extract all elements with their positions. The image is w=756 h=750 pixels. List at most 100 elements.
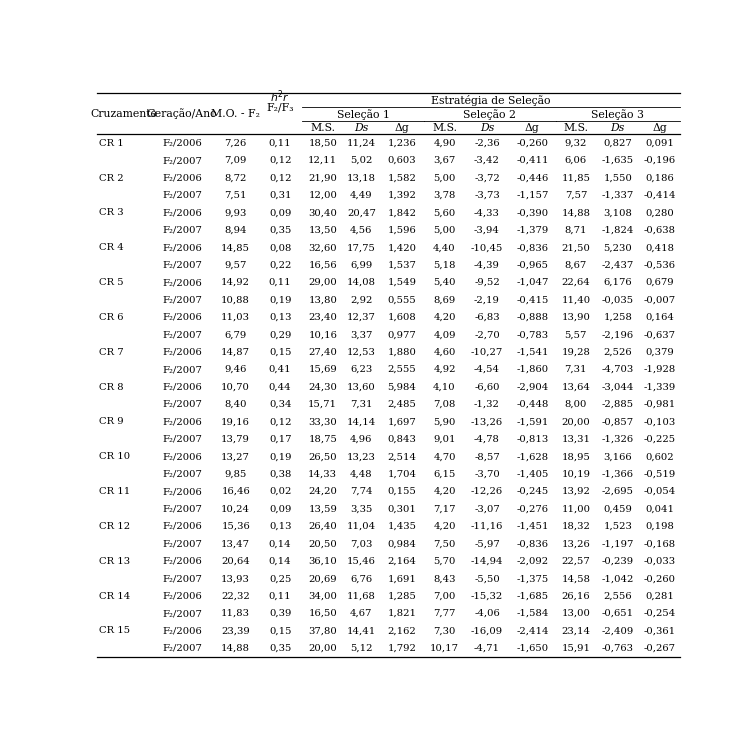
Text: -0,415: -0,415 (516, 296, 549, 304)
Text: -0,260: -0,260 (643, 574, 676, 584)
Text: 1,435: 1,435 (388, 522, 417, 531)
Text: F₂/2007: F₂/2007 (163, 330, 202, 339)
Text: Geração/Ano: Geração/Ano (147, 108, 218, 119)
Text: 7,26: 7,26 (225, 139, 246, 148)
Text: 3,166: 3,166 (603, 452, 632, 461)
Text: 12,53: 12,53 (347, 348, 376, 357)
Text: 22,57: 22,57 (562, 556, 590, 566)
Text: 13,26: 13,26 (562, 539, 590, 548)
Text: 11,00: 11,00 (561, 505, 590, 514)
Text: 0,843: 0,843 (388, 435, 417, 444)
Text: 14,88: 14,88 (561, 209, 590, 218)
Text: M.S.: M.S. (310, 123, 335, 133)
Text: F₂/2006: F₂/2006 (163, 418, 202, 427)
Text: 8,71: 8,71 (565, 226, 587, 235)
Text: 5,984: 5,984 (388, 382, 417, 392)
Text: -0,836: -0,836 (516, 539, 548, 548)
Text: -10,27: -10,27 (471, 348, 503, 357)
Text: -2,414: -2,414 (516, 626, 549, 635)
Text: 10,88: 10,88 (222, 296, 250, 304)
Text: -1,541: -1,541 (516, 348, 549, 357)
Text: 20,50: 20,50 (308, 539, 337, 548)
Text: 11,83: 11,83 (221, 609, 250, 618)
Text: -6,60: -6,60 (474, 382, 500, 392)
Text: 1,880: 1,880 (388, 348, 417, 357)
Text: Ds: Ds (611, 123, 625, 133)
Text: 1,821: 1,821 (388, 609, 417, 618)
Text: 0,17: 0,17 (269, 435, 291, 444)
Text: 14,88: 14,88 (221, 644, 250, 653)
Text: 2,485: 2,485 (388, 400, 417, 409)
Text: 0,11: 0,11 (269, 592, 292, 601)
Text: F₂/2006: F₂/2006 (163, 487, 202, 496)
Text: 0,603: 0,603 (388, 156, 417, 165)
Text: 3,35: 3,35 (350, 505, 373, 514)
Text: 9,01: 9,01 (433, 435, 456, 444)
Text: -3,70: -3,70 (474, 470, 500, 478)
Text: 0,09: 0,09 (269, 505, 291, 514)
Text: -6,83: -6,83 (474, 313, 500, 322)
Text: 23,40: 23,40 (308, 313, 337, 322)
Text: -0,813: -0,813 (516, 435, 549, 444)
Text: -0,035: -0,035 (602, 296, 634, 304)
Text: -2,695: -2,695 (602, 487, 634, 496)
Text: -0,536: -0,536 (643, 261, 676, 270)
Text: 1,842: 1,842 (388, 209, 417, 218)
Text: 6,176: 6,176 (603, 278, 632, 287)
Text: -0,965: -0,965 (516, 261, 548, 270)
Text: 0,19: 0,19 (269, 452, 291, 461)
Text: 2,556: 2,556 (603, 592, 632, 601)
Text: M.S.: M.S. (432, 123, 457, 133)
Text: -4,71: -4,71 (474, 644, 500, 653)
Text: 2,555: 2,555 (388, 365, 417, 374)
Text: 0,11: 0,11 (269, 278, 292, 287)
Text: F₂/2006: F₂/2006 (163, 348, 202, 357)
Text: 0,13: 0,13 (269, 313, 291, 322)
Text: 20,00: 20,00 (308, 644, 337, 653)
Text: Cruzamento: Cruzamento (91, 109, 158, 118)
Text: -1,628: -1,628 (516, 452, 549, 461)
Text: F₂/2007: F₂/2007 (163, 365, 202, 374)
Text: -1,042: -1,042 (602, 574, 634, 584)
Text: 7,51: 7,51 (225, 191, 247, 200)
Text: 14,14: 14,14 (347, 418, 376, 427)
Text: M.O. - F₂: M.O. - F₂ (211, 109, 260, 118)
Text: -3,07: -3,07 (474, 505, 500, 514)
Text: 1,285: 1,285 (388, 592, 417, 601)
Text: Δg: Δg (652, 123, 667, 133)
Text: 1,704: 1,704 (388, 470, 417, 478)
Text: 6,06: 6,06 (565, 156, 587, 165)
Text: 0,31: 0,31 (269, 191, 291, 200)
Text: -5,97: -5,97 (474, 539, 500, 548)
Text: 7,31: 7,31 (565, 365, 587, 374)
Text: 0,38: 0,38 (269, 470, 291, 478)
Text: -0,054: -0,054 (643, 487, 676, 496)
Text: 18,32: 18,32 (562, 522, 590, 531)
Text: -3,73: -3,73 (474, 191, 500, 200)
Text: 14,08: 14,08 (347, 278, 376, 287)
Text: F₂/2007: F₂/2007 (163, 505, 202, 514)
Text: 13,93: 13,93 (222, 574, 250, 584)
Text: F₂/2006: F₂/2006 (163, 382, 202, 392)
Text: 14,85: 14,85 (221, 243, 250, 252)
Text: -8,57: -8,57 (474, 452, 500, 461)
Text: CR 12: CR 12 (99, 522, 130, 531)
Text: -0,007: -0,007 (643, 296, 676, 304)
Text: 16,50: 16,50 (308, 609, 337, 618)
Text: -1,635: -1,635 (602, 156, 634, 165)
Text: -3,044: -3,044 (602, 382, 634, 392)
Text: 19,28: 19,28 (562, 348, 590, 357)
Text: 8,94: 8,94 (225, 226, 247, 235)
Text: 4,40: 4,40 (433, 243, 456, 252)
Text: 8,43: 8,43 (433, 574, 456, 584)
Text: 0,459: 0,459 (603, 505, 632, 514)
Text: 4,48: 4,48 (350, 470, 373, 478)
Text: 27,40: 27,40 (308, 348, 337, 357)
Text: -0,446: -0,446 (516, 173, 549, 182)
Text: F₂/2006: F₂/2006 (163, 452, 202, 461)
Text: 1,691: 1,691 (388, 574, 417, 584)
Text: 1,596: 1,596 (388, 226, 417, 235)
Text: 0,19: 0,19 (269, 296, 291, 304)
Text: F₂/2007: F₂/2007 (163, 539, 202, 548)
Text: CR 14: CR 14 (99, 592, 131, 601)
